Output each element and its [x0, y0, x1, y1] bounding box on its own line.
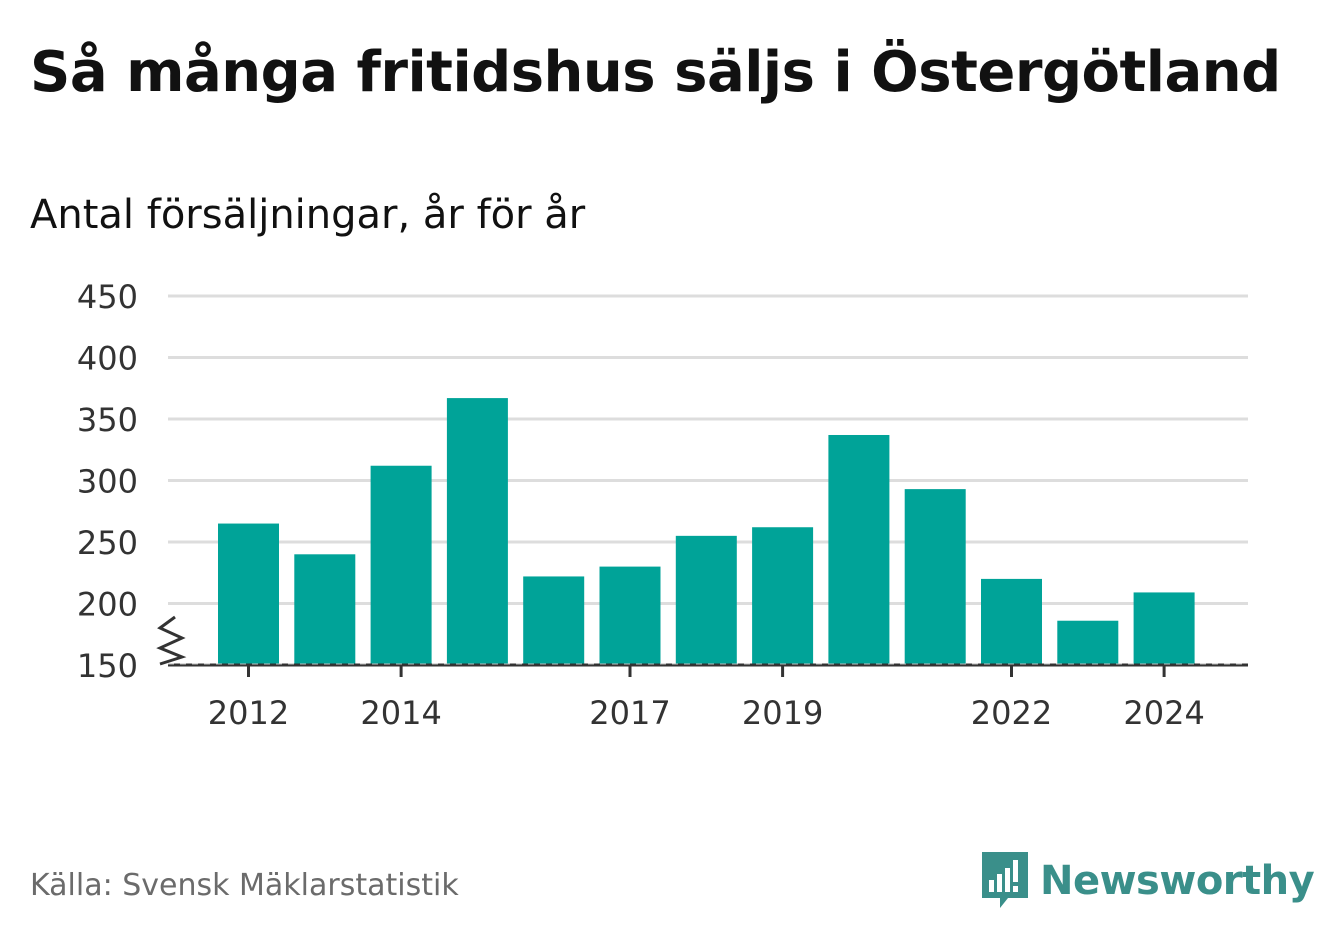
- y-tick-label: 300: [77, 463, 138, 501]
- bar-2012: [218, 523, 279, 665]
- x-tick-label: 2017: [589, 694, 670, 732]
- brand-name: Newsworthy: [1040, 858, 1315, 904]
- x-axis-ticks: 2012 2014 2017 2019 2022 2024: [208, 665, 1205, 732]
- newsworthy-logo-icon: [980, 848, 1030, 914]
- y-tick-label: 350: [77, 401, 138, 439]
- bar-2016: [523, 576, 585, 665]
- y-tick-label: 400: [77, 340, 138, 378]
- bar-2023: [1057, 620, 1119, 665]
- brand-logo[interactable]: Newsworthy: [980, 848, 1315, 914]
- y-axis-ticks: 150 200 250 300 350 400 450: [77, 278, 138, 685]
- bar-2015: [446, 398, 508, 665]
- y-tick-label: 450: [77, 278, 138, 316]
- x-axis: [156, 615, 1248, 667]
- bar-2022: [981, 578, 1042, 665]
- bar-2014: [370, 465, 432, 665]
- x-tick-label: 2024: [1123, 694, 1204, 732]
- y-tick-label: 150: [77, 647, 138, 685]
- bar-2021: [904, 489, 966, 665]
- y-tick-label: 250: [77, 524, 138, 562]
- x-tick-label: 2014: [360, 694, 441, 732]
- bar-2017: [599, 566, 661, 665]
- source-note: Källa: Svensk Mäklarstatistik: [30, 868, 459, 903]
- bars: [218, 398, 1195, 665]
- x-tick-label: 2022: [971, 694, 1052, 732]
- bar-2024: [1133, 592, 1195, 665]
- x-tick-label: 2012: [208, 694, 289, 732]
- bar-2018: [675, 535, 737, 665]
- chart-title: Så många fritidshus säljs i Östergötland: [30, 40, 1281, 105]
- axis-break-icon: [156, 615, 187, 666]
- x-tick-label: 2019: [742, 694, 823, 732]
- bar-2019: [752, 527, 814, 665]
- chart-subtitle: Antal försäljningar, år för år: [30, 192, 586, 238]
- bar-2013: [294, 554, 356, 665]
- y-tick-label: 200: [77, 586, 138, 624]
- bar-2020: [828, 434, 890, 665]
